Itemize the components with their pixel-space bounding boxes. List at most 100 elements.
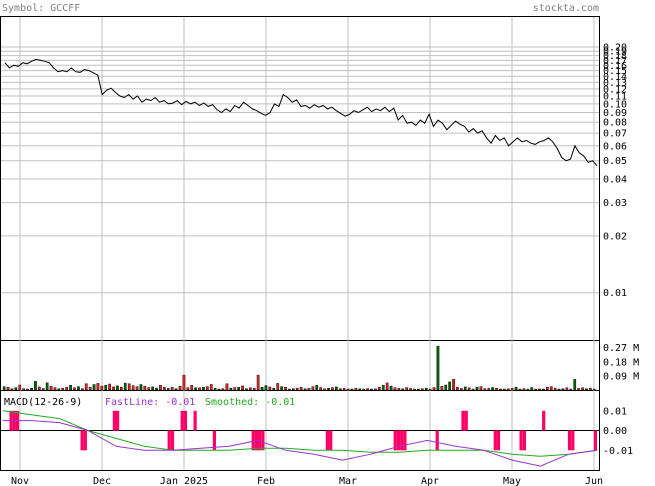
volume-bar [565, 387, 569, 391]
volume-bar [393, 387, 397, 391]
volume-bar [463, 386, 467, 391]
volume-bar [104, 385, 108, 391]
volume-bar [530, 387, 534, 391]
macd-tick-label: 0.00 [603, 426, 627, 437]
macd-histogram-bar [167, 430, 171, 451]
volume-bar [499, 388, 502, 391]
volume-bar [127, 383, 131, 391]
volume-bar [205, 386, 209, 391]
volume-bar [88, 387, 92, 391]
price-tick-label: 0.16 [603, 61, 627, 72]
volume-bar [186, 387, 190, 391]
volume-bar [295, 387, 299, 391]
volume-bar [436, 345, 440, 391]
volume-bar [581, 387, 584, 391]
volume-bar [589, 387, 592, 391]
month-tick-label: Jun [585, 476, 603, 486]
month-tick-label: May [503, 476, 521, 486]
volume-bar [151, 386, 154, 391]
volume-bar [370, 388, 373, 391]
volume-bar [147, 387, 151, 391]
volume-bar [139, 384, 143, 391]
price-tick-label: 0.14 [603, 72, 627, 83]
volume-bar [319, 387, 322, 391]
volume-bar [260, 387, 264, 391]
volume-bar [26, 388, 29, 391]
volume-bar [194, 387, 197, 391]
volume-bar [155, 387, 158, 391]
volume-bar [123, 382, 127, 391]
volume-bar [22, 388, 25, 391]
volume-bar [237, 387, 240, 391]
volume-bar [245, 388, 248, 391]
month-tick-label: Apr [421, 476, 439, 486]
volume-bar [483, 388, 487, 391]
macd-tick-label: -0.01 [603, 446, 633, 457]
volume-bar [358, 388, 362, 391]
volume-bar [303, 388, 307, 391]
volume-bar [256, 374, 260, 391]
volume-bar [424, 387, 428, 391]
volume-bar [413, 388, 416, 391]
price-tick-label: 0.11 [603, 92, 627, 103]
macd-fastline-line [3, 420, 598, 467]
volume-bar [401, 388, 405, 391]
macd-histogram-bar [193, 410, 197, 431]
macd-title: MACD(12-26-9) [4, 397, 82, 408]
macd-histogram-bar [519, 430, 523, 451]
volume-bar [69, 385, 72, 391]
volume-bar [479, 386, 483, 391]
volume-bar [315, 385, 319, 391]
volume-bar [467, 387, 471, 391]
volume-bar [65, 387, 68, 391]
macd-smoothed-label: Smoothed: -0.01 [205, 397, 295, 408]
volume-bar [268, 386, 272, 391]
volume-bar [378, 387, 381, 391]
volume-bar [34, 381, 37, 391]
volume-bar [569, 388, 573, 391]
site-label: stockta.com [533, 3, 599, 14]
volume-bar [280, 386, 283, 391]
volume-bar [198, 387, 201, 391]
macd-histogram-bar [325, 430, 329, 451]
volume-bar [108, 383, 111, 391]
volume-bar [327, 388, 330, 391]
month-tick-label: Nov [11, 476, 29, 486]
volume-bar [331, 387, 334, 391]
volume-bar [225, 383, 229, 391]
volume-bar [174, 388, 178, 391]
volume-bar [248, 387, 252, 391]
volume-bar [510, 388, 514, 391]
macd-histogram-bar [461, 410, 465, 431]
volume-bar [440, 386, 444, 391]
macd-histogram-bar [496, 430, 501, 451]
volume-bar [77, 386, 80, 391]
symbol-label: Symbol: GCCFF [2, 3, 80, 14]
volume-bar [487, 388, 491, 391]
volume-bar [405, 387, 408, 391]
price-tick-label: 0.02 [603, 231, 627, 242]
macd-histogram-bar [522, 430, 526, 451]
volume-bar [96, 383, 100, 391]
volume-bar [202, 387, 205, 391]
price-tick-label: 0.01 [603, 288, 627, 299]
volume-bar [190, 385, 194, 391]
volume-bar [162, 387, 166, 391]
price-tick-label: 0.18 [603, 51, 627, 62]
price-tick-label: 0.15 [603, 66, 627, 77]
macd-histogram-bar [396, 430, 400, 451]
volume-bar [518, 388, 522, 391]
volume-bar [53, 387, 57, 391]
volume-bar [506, 388, 510, 391]
volume-bar [116, 385, 119, 391]
volume-bar [241, 385, 244, 391]
volume-bar [432, 387, 436, 391]
volume-bar [561, 388, 565, 391]
price-tick-label: 0.09 [603, 108, 627, 119]
month-tick-label: Jan 2025 [160, 476, 208, 486]
price-tick-label: 0.07 [603, 129, 627, 140]
volume-bar [143, 385, 147, 391]
volume-bar [45, 382, 49, 391]
macd-histogram-bar [116, 410, 120, 431]
volume-bar [49, 385, 53, 391]
